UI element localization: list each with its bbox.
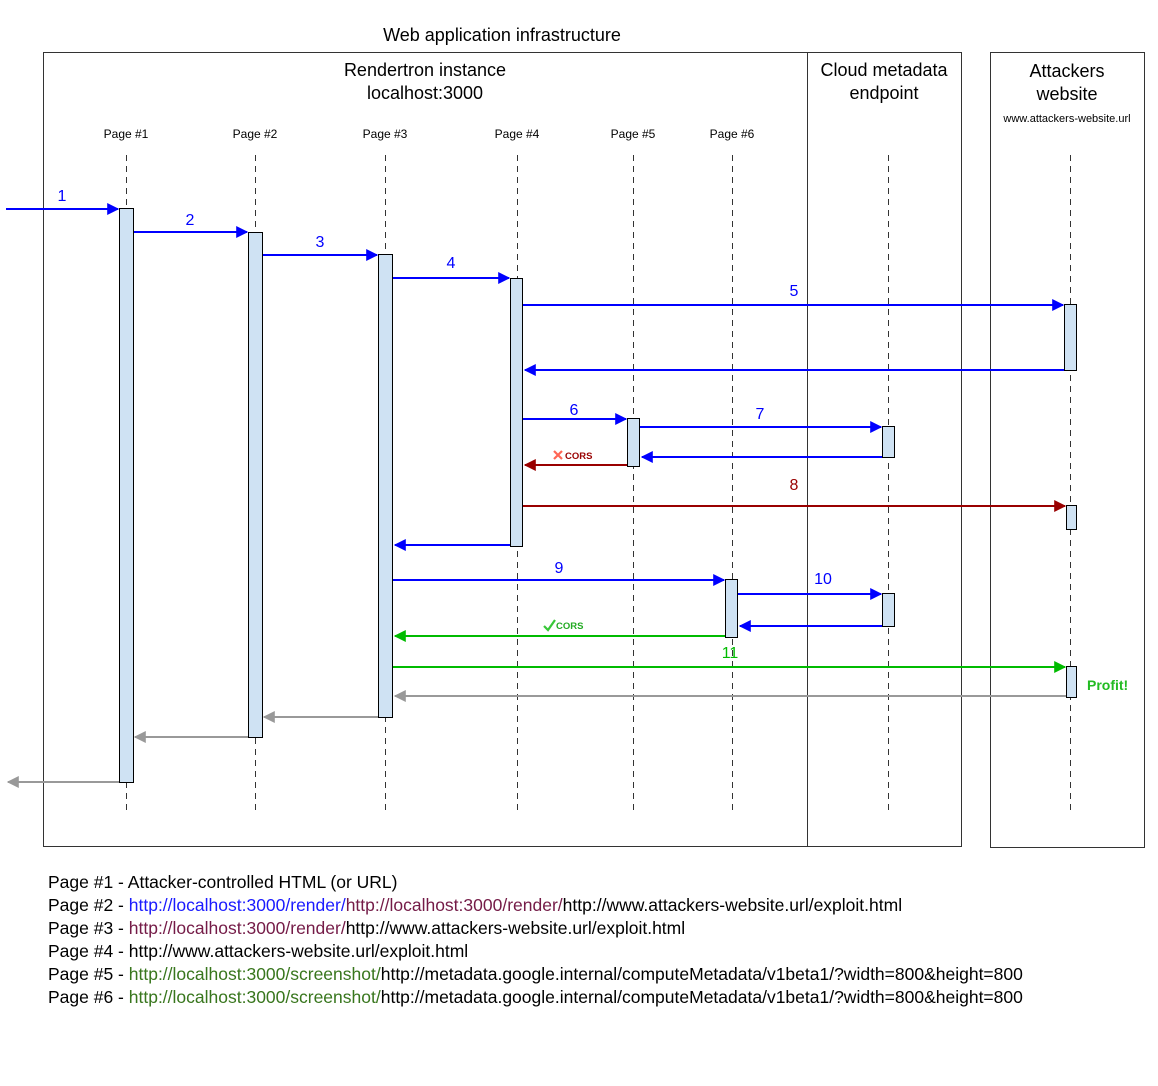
legend-text: http://localhost:3000/screenshot/ <box>129 987 381 1007</box>
legend-text: Page #3 - <box>48 918 129 938</box>
activation-page3 <box>379 255 393 718</box>
activation-page1 <box>120 209 134 783</box>
cors-blocked-label: CORS <box>565 451 592 462</box>
legend-text: http://www.attackers-website.url/exploit… <box>346 918 685 938</box>
legend-row-page2: Page #2 - http://localhost:3000/render/h… <box>48 894 1148 917</box>
legend-row-page3: Page #3 - http://localhost:3000/render/h… <box>48 917 1148 940</box>
rendertron-box <box>44 53 808 847</box>
cross-icon <box>554 451 562 459</box>
legend-text: Page #5 - <box>48 964 129 984</box>
check-icon <box>544 620 555 630</box>
metadata-title: Cloud metadata <box>820 60 948 80</box>
legend-text: Page #1 - Attacker-controlled HTML (or U… <box>48 872 397 892</box>
sequence-diagram: Web application infrastructure Rendertro… <box>0 0 1158 860</box>
legend-text: http://localhost:3000/screenshot/ <box>129 964 381 984</box>
legend-text: Page #4 - http://www.attackers-website.u… <box>48 941 468 961</box>
activation-page2 <box>249 233 263 738</box>
lifeline-label-page3: Page #3 <box>363 127 408 141</box>
lifeline-label-page5: Page #5 <box>611 127 656 141</box>
message-10-label: 10 <box>814 571 832 588</box>
legend-text: Page #2 - <box>48 895 129 915</box>
lifeline-label-page4: Page #4 <box>495 127 540 141</box>
legend-text: http://localhost:3000/render/ <box>129 918 346 938</box>
message-9-label: 9 <box>555 560 564 577</box>
legend-row-page1: Page #1 - Attacker-controlled HTML (or U… <box>48 871 1148 894</box>
attackers-url: www.attackers-website.url <box>1002 113 1130 125</box>
metadata-subtitle: endpoint <box>849 83 918 103</box>
diagram-title: Web application infrastructure <box>383 25 621 45</box>
lifeline-label-page2: Page #2 <box>233 127 278 141</box>
legend-text: http://metadata.google.internal/computeM… <box>381 964 1023 984</box>
legend-text: http://localhost:3000/render/ <box>129 895 346 915</box>
activation-page6 <box>726 580 738 638</box>
legend-text: http://www.attackers-website.url/exploit… <box>563 895 902 915</box>
activation-page4 <box>511 279 523 547</box>
activation-page5 <box>628 419 640 467</box>
cors-allowed-annotation: CORS <box>544 620 583 632</box>
cors-blocked-annotation: CORS <box>554 451 592 462</box>
rendertron-title: Rendertron instance <box>344 60 506 80</box>
legend-text: http://localhost:3000/render/ <box>346 895 563 915</box>
activation-metadata-2 <box>883 594 895 627</box>
message-2-label: 2 <box>186 212 195 229</box>
lifeline-label-page6: Page #6 <box>710 127 755 141</box>
message-6-label: 6 <box>570 402 579 419</box>
message-8-label: 8 <box>790 477 799 494</box>
message-7-label: 7 <box>756 406 765 423</box>
legend-row-page6: Page #6 - http://localhost:3000/screensh… <box>48 986 1148 1009</box>
rendertron-host: localhost:3000 <box>367 83 483 103</box>
attackers-subtitle: website <box>1035 84 1097 104</box>
message-5-label: 5 <box>790 283 799 300</box>
legend-text: http://metadata.google.internal/computeM… <box>381 987 1023 1007</box>
activation-metadata-1 <box>883 427 895 458</box>
message-11-label: 11 <box>722 645 739 662</box>
attackers-box <box>991 53 1145 848</box>
activation-attackers-3 <box>1067 667 1077 698</box>
attackers-title: Attackers <box>1029 61 1104 81</box>
profit-label: Profit! <box>1087 677 1128 693</box>
message-3-label: 3 <box>316 234 325 251</box>
cors-allowed-label: CORS <box>556 621 583 632</box>
message-4-label: 4 <box>447 255 456 272</box>
legend-text: Page #6 - <box>48 987 129 1007</box>
legend-row-page4: Page #4 - http://www.attackers-website.u… <box>48 940 1148 963</box>
message-1-label: 1 <box>58 188 67 205</box>
lifeline-label-page1: Page #1 <box>104 127 149 141</box>
legend: Page #1 - Attacker-controlled HTML (or U… <box>48 871 1148 1009</box>
legend-row-page5: Page #5 - http://localhost:3000/screensh… <box>48 963 1148 986</box>
activation-attackers-2 <box>1067 506 1077 530</box>
activation-attackers-1 <box>1065 305 1077 371</box>
